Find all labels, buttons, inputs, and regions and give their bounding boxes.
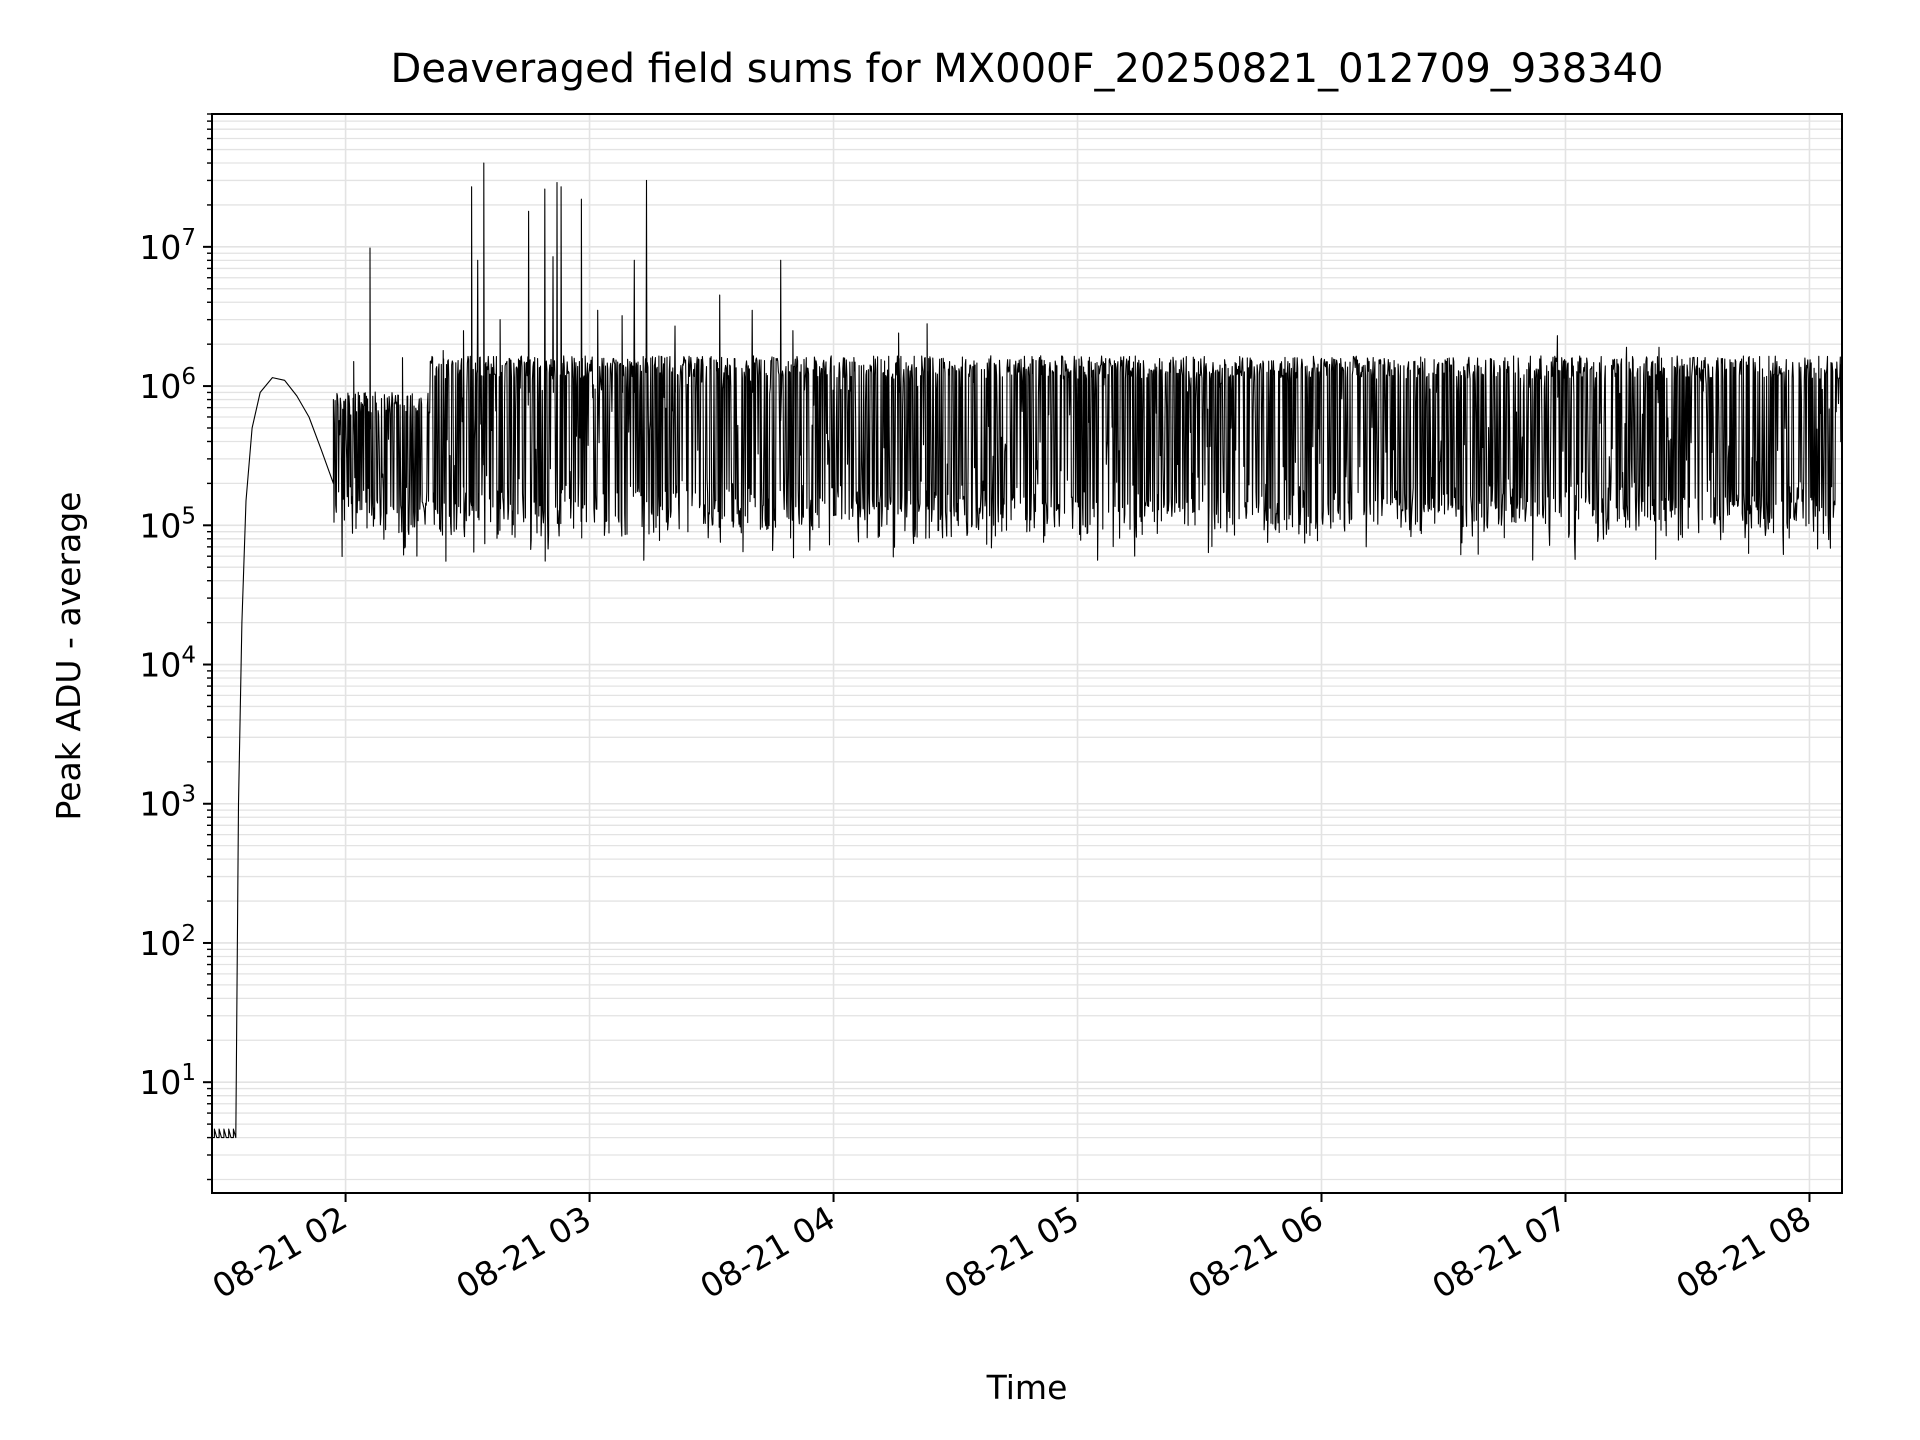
x-axis-label: Time (986, 1368, 1068, 1407)
x-tick-label: 08-21 07 (1425, 1198, 1573, 1306)
x-tick-label: 08-21 05 (938, 1198, 1086, 1306)
x-tick-label: 08-21 08 (1669, 1198, 1817, 1306)
series-line (212, 162, 1843, 1139)
grid (212, 113, 1842, 1193)
x-tick-label: 08-21 03 (450, 1198, 598, 1306)
y-tick-label: 106 (139, 364, 196, 406)
y-axis-ticks: 101 102 103 104 105 106 107 (139, 113, 212, 1181)
y-tick-label: 107 (139, 225, 196, 267)
y-axis-label: Peak ADU - average (49, 492, 88, 821)
y-tick-label: 104 (139, 643, 196, 685)
y-tick-label: 101 (139, 1060, 196, 1102)
series-layer (212, 162, 1843, 1139)
x-tick-label: 08-21 04 (694, 1198, 842, 1306)
x-tick-label: 08-21 06 (1182, 1198, 1330, 1306)
plot-frame (211, 113, 1843, 1194)
y-tick-label: 103 (139, 782, 196, 824)
y-tick-label: 105 (139, 503, 196, 545)
x-tick-label: 08-21 02 (206, 1198, 354, 1306)
chart-title: Deaveraged field sums for MX000F_2025082… (391, 46, 1664, 92)
y-tick-label: 102 (139, 921, 196, 963)
x-axis-ticks: 08-21 02 08-21 03 08-21 04 08-21 05 08-21 06… (206, 1193, 1817, 1306)
